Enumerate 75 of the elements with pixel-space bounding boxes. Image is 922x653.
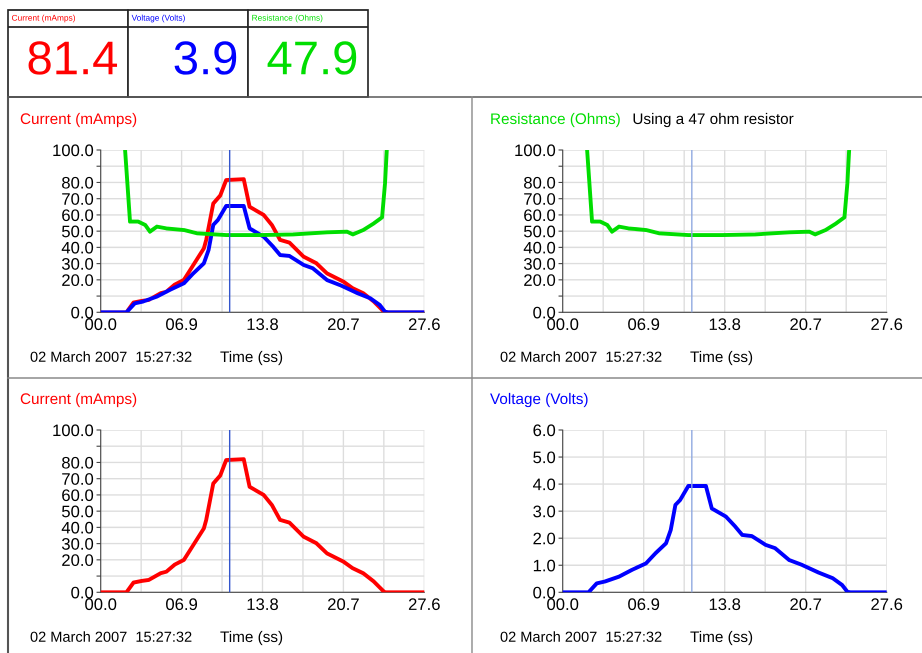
x-tick-label: 20.7 — [328, 598, 359, 610]
text: 02 March 2007 15:27:32 — [30, 631, 192, 642]
line-series — [585, 150, 852, 237]
x-tick-label: 13.8 — [710, 318, 740, 330]
y-tick-label: 50.0 — [62, 506, 94, 518]
y-tick-label: 30.0 — [62, 258, 94, 270]
y-tick-label: 70.0 — [62, 193, 94, 205]
x-tick-label: 13.8 — [248, 318, 278, 330]
x-tick-label: 06.9 — [166, 598, 198, 610]
y-tick-label: 60.0 — [62, 209, 94, 222]
x-tick-label: 27.6 — [408, 598, 440, 610]
y-tick-label: 100.0 — [53, 424, 94, 436]
chart-subtitle: Using a 47 ohm resistor — [634, 112, 794, 128]
y-tick-label: 80.0 — [62, 456, 94, 469]
chart-title: Voltage (Volts) — [490, 392, 588, 408]
y-tick-label: 4.0 — [532, 478, 556, 490]
y-tick-label: 20.0 — [62, 274, 94, 286]
x-tick-label: 00.0 — [85, 318, 116, 330]
y-tick-label: 20.0 — [524, 274, 556, 286]
line-series — [123, 150, 389, 237]
text: Resistance (Ohms) — [252, 14, 322, 22]
x-tick-label: 27.6 — [408, 318, 440, 330]
chart-title: Resistance (Ohms) — [491, 112, 620, 128]
text: Voltage (Volts) — [132, 14, 185, 22]
y-tick-label: 0.0 — [533, 306, 556, 319]
x-tick-label: 00.0 — [547, 598, 578, 610]
y-tick-label: 50.0 — [62, 226, 94, 238]
x-axis-title: Time (ss) — [690, 350, 752, 366]
x-tick-label: 00.0 — [547, 318, 578, 330]
x-tick-label: 13.8 — [248, 598, 278, 610]
x-tick-label: 27.6 — [871, 598, 902, 610]
y-tick-label: 0.0 — [71, 306, 94, 319]
y-tick-label: 2.0 — [533, 532, 556, 544]
x-tick-label: 20.7 — [790, 318, 822, 330]
text: 02 March 2007 15:27:32 — [500, 631, 662, 642]
y-tick-label: 20.0 — [62, 554, 94, 566]
y-tick-label: 5.0 — [533, 451, 556, 464]
y-tick-label: 40.0 — [62, 242, 94, 254]
chart-title: Current (mAmps) — [20, 392, 136, 408]
y-tick-label: 60.0 — [524, 209, 556, 222]
text: 02 March 2007 15:27:32 — [500, 351, 662, 362]
text: Current (mAmps) — [12, 14, 75, 22]
y-tick-label: 3.0 — [533, 506, 556, 518]
y-tick-label: 70.0 — [524, 193, 556, 205]
y-tick-label: 40.0 — [524, 242, 556, 254]
y-tick-label: 80.0 — [524, 176, 556, 189]
text: 02 March 2007 15:27:32 — [30, 351, 192, 362]
y-tick-label: 100.0 — [515, 144, 556, 156]
y-tick-label: 0.0 — [71, 586, 94, 599]
y-tick-label: 6.0 — [533, 424, 556, 436]
text: 3.9 — [174, 41, 236, 75]
x-axis-title: Time (ss) — [690, 630, 752, 646]
x-tick-label: 20.7 — [328, 318, 359, 330]
x-tick-label: 27.6 — [871, 318, 902, 330]
y-tick-label: 0.0 — [533, 586, 556, 599]
x-axis-title: Time (ss) — [220, 350, 282, 366]
y-tick-label: 60.0 — [62, 489, 94, 502]
y-tick-label: 70.0 — [62, 473, 94, 485]
x-tick-label: 13.8 — [710, 598, 740, 610]
x-axis-title: Time (ss) — [220, 630, 282, 646]
y-tick-label: 80.0 — [62, 176, 94, 189]
x-tick-label: 06.9 — [628, 318, 660, 330]
y-tick-label: 30.0 — [524, 258, 556, 270]
text: 47.9 — [268, 41, 356, 75]
text: 81.4 — [28, 41, 118, 75]
y-tick-label: 30.0 — [62, 538, 94, 550]
chart-title: Current (mAmps) — [20, 112, 136, 128]
y-tick-label: 100.0 — [53, 144, 94, 156]
x-tick-label: 20.7 — [790, 598, 822, 610]
y-tick-label: 40.0 — [62, 522, 94, 534]
y-tick-label: 1.0 — [534, 560, 556, 572]
x-tick-label: 06.9 — [166, 318, 198, 330]
x-tick-label: 00.0 — [85, 598, 116, 610]
y-tick-label: 50.0 — [524, 226, 556, 238]
x-tick-label: 06.9 — [628, 598, 660, 610]
